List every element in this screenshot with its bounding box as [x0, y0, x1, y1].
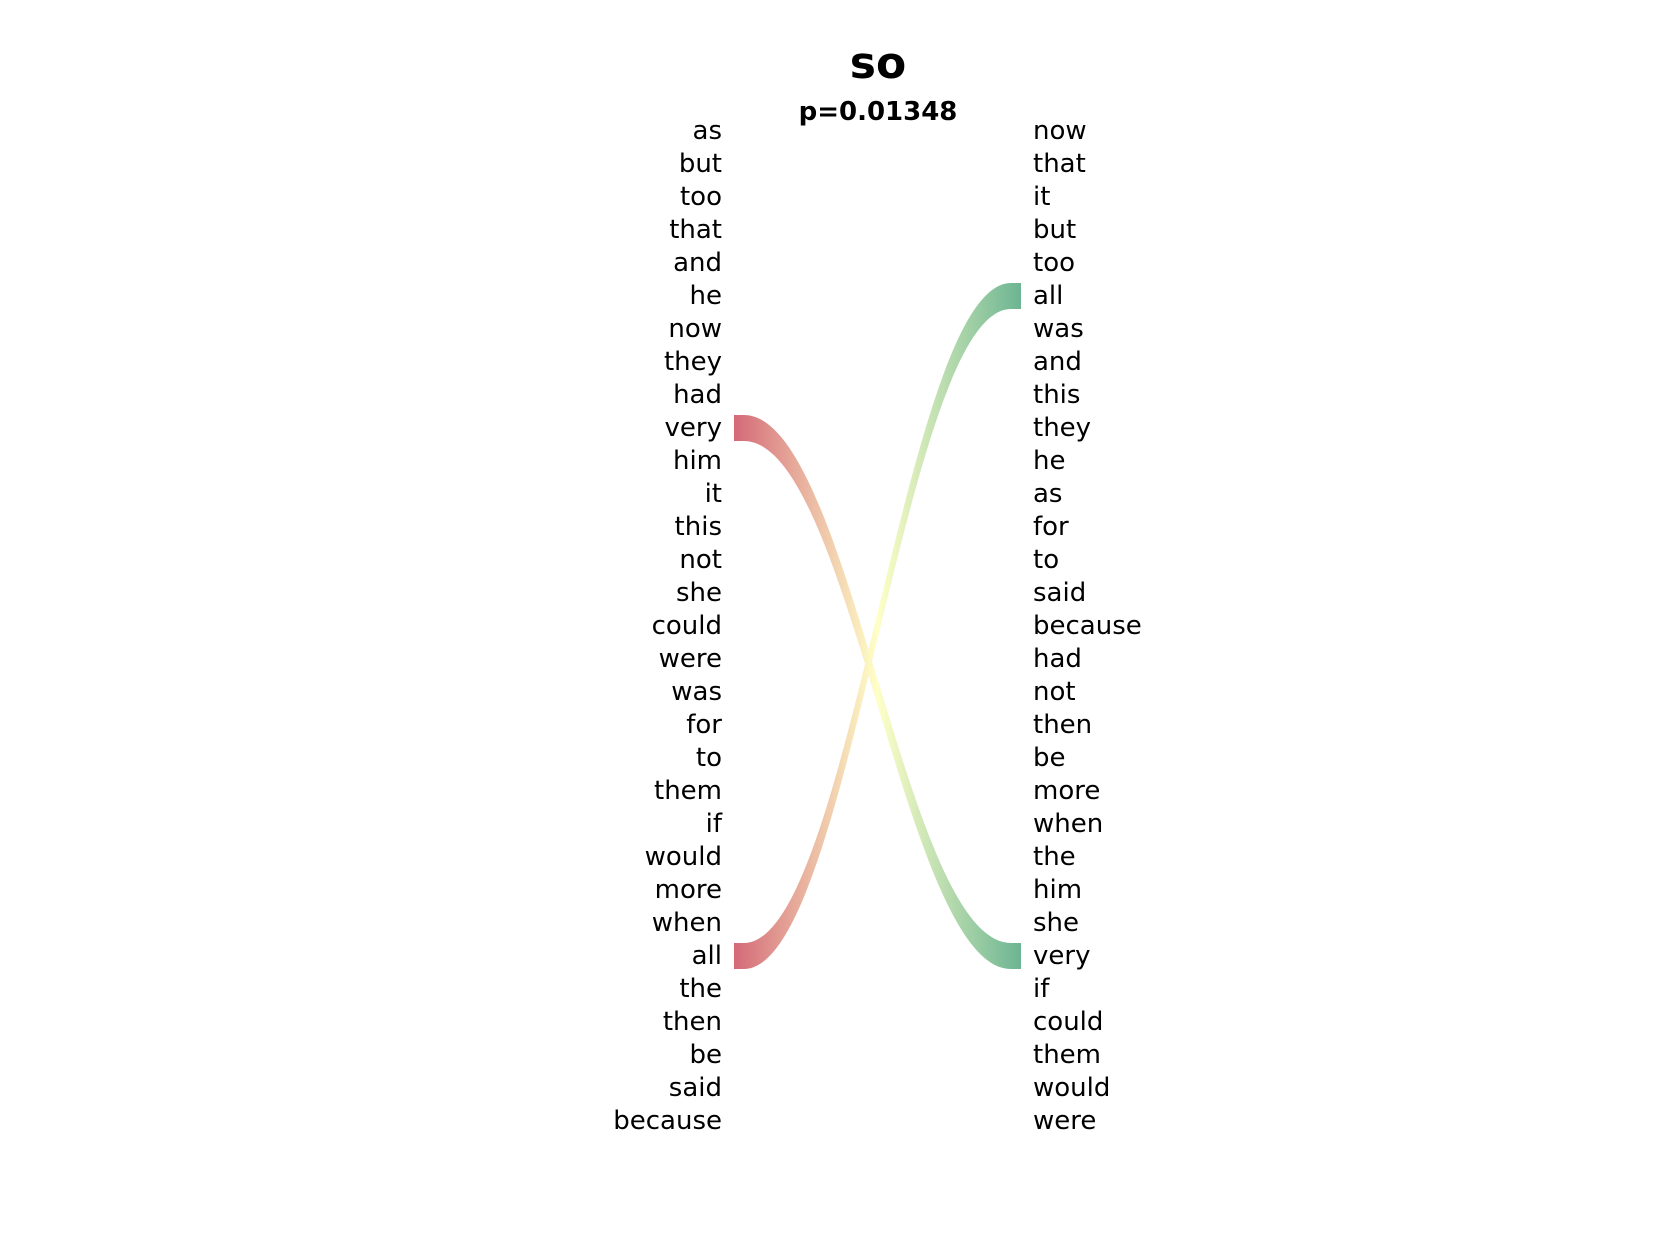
chart-title: so [850, 38, 906, 89]
left-word-not: not [679, 545, 722, 575]
left-word-him: him [673, 446, 722, 476]
right-word-were: were [1033, 1106, 1096, 1136]
left-word-too: too [680, 182, 722, 212]
left-word-all: all [692, 941, 722, 971]
left-word-as: as [693, 116, 722, 146]
left-word-be: be [690, 1040, 723, 1070]
left-word-them: them [654, 776, 722, 806]
left-word-if: if [706, 809, 723, 839]
left-word-that: that [669, 215, 722, 245]
left-word-very: very [665, 413, 722, 443]
right-word-would: would [1033, 1073, 1110, 1103]
right-word-be: be [1033, 743, 1066, 773]
left-word-had: had [673, 380, 722, 410]
right-word-them: them [1033, 1040, 1101, 1070]
left-word-was: was [671, 677, 722, 707]
left-word-column: asbuttoothatandhenowtheyhadveryhimitthis… [613, 116, 723, 1136]
right-word-was: was [1033, 314, 1084, 344]
left-word-this: this [675, 512, 722, 542]
left-word-were: were [659, 644, 722, 674]
right-word-all: all [1033, 281, 1063, 311]
left-word-more: more [655, 875, 722, 905]
links-layer [734, 283, 1021, 969]
link-very [734, 415, 1021, 969]
right-word-column: nowthatitbuttooallwasandthistheyheasfort… [1033, 116, 1142, 1136]
left-word-when: when [652, 908, 722, 938]
right-word-to: to [1033, 545, 1059, 575]
right-word-it: it [1033, 182, 1050, 212]
left-word-now: now [668, 314, 722, 344]
right-word-and: and [1033, 347, 1082, 377]
left-word-he: he [690, 281, 722, 311]
right-word-she: she [1033, 908, 1079, 938]
right-word-for: for [1033, 512, 1069, 542]
link-all [734, 283, 1021, 969]
right-word-then: then [1033, 710, 1092, 740]
chart-subtitle: p=0.01348 [799, 97, 958, 127]
left-word-it: it [705, 479, 722, 509]
right-word-the: the [1033, 842, 1076, 872]
left-word-to: to [696, 743, 722, 773]
right-word-that: that [1033, 149, 1086, 179]
right-word-said: said [1033, 578, 1086, 608]
left-word-for: for [686, 710, 722, 740]
right-word-now: now [1033, 116, 1087, 146]
left-word-but: but [679, 149, 722, 179]
right-word-very: very [1033, 941, 1090, 971]
right-word-when: when [1033, 809, 1103, 839]
left-word-because: because [613, 1106, 722, 1136]
left-word-and: and [673, 248, 722, 278]
left-word-said: said [669, 1073, 722, 1103]
right-word-him: him [1033, 875, 1082, 905]
left-word-would: would [645, 842, 722, 872]
left-word-she: she [676, 578, 722, 608]
left-word-the: the [679, 974, 722, 1004]
right-word-they: they [1033, 413, 1091, 443]
right-word-he: he [1033, 446, 1065, 476]
right-word-had: had [1033, 644, 1082, 674]
right-word-this: this [1033, 380, 1080, 410]
right-word-too: too [1033, 248, 1075, 278]
left-word-then: then [663, 1007, 722, 1037]
right-word-not: not [1033, 677, 1076, 707]
left-word-could: could [652, 611, 722, 641]
right-word-as: as [1033, 479, 1062, 509]
right-word-because: because [1033, 611, 1142, 641]
left-word-they: they [664, 347, 722, 377]
right-word-more: more [1033, 776, 1100, 806]
right-word-could: could [1033, 1007, 1103, 1037]
right-word-if: if [1033, 974, 1050, 1004]
right-word-but: but [1033, 215, 1076, 245]
